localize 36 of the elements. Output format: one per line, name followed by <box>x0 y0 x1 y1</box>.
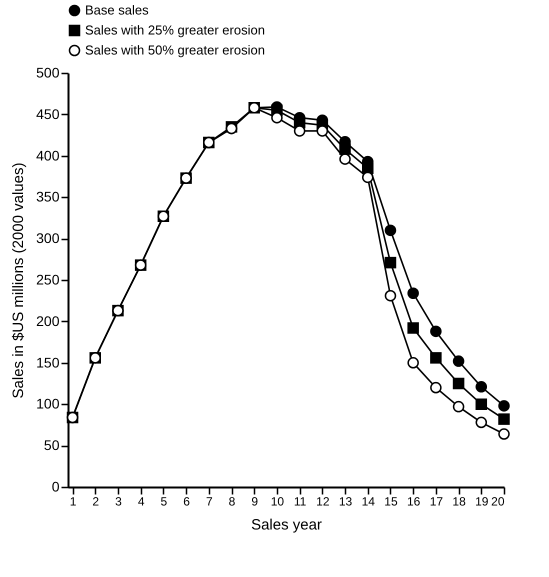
y-tick-label: 400 <box>36 147 60 164</box>
y-tick-label: 50 <box>44 437 60 454</box>
x-tick-label: 14 <box>362 494 376 508</box>
x-tick-label: 16 <box>406 494 421 508</box>
y-tick-label: 100 <box>36 396 60 412</box>
x-tick-label: 13 <box>338 494 353 508</box>
y-tick-label: 0 <box>52 478 60 494</box>
y-tick-label: 350 <box>36 188 60 205</box>
x-axis-title: Sales year <box>251 516 322 534</box>
y-tick-label: 450 <box>36 106 60 122</box>
y-tick-label: 150 <box>36 354 60 370</box>
x-tick-label: 17 <box>430 494 444 508</box>
x-tick-label: 15 <box>384 494 398 508</box>
x-tick-label: 20 <box>491 494 505 508</box>
x-tick-label: 11 <box>294 494 307 508</box>
x-tick-label: 9 <box>251 494 258 508</box>
x-tick-label: 12 <box>316 494 330 508</box>
y-axis-title: Sales in $US millions (2000 values) <box>10 162 28 398</box>
legend-label: Base sales <box>85 2 150 18</box>
x-tick-label: 3 <box>115 494 122 508</box>
y-tick-label: 250 <box>36 272 60 288</box>
x-tick-label: 5 <box>160 494 168 508</box>
x-tick-label: 7 <box>206 494 213 508</box>
x-tick-label: 4 <box>138 494 145 508</box>
y-tick-label: 500 <box>36 64 60 80</box>
legend-label: Sales with 25% greater erosion <box>85 22 265 38</box>
x-tick-label: 1 <box>70 494 77 508</box>
y-tick-label: 200 <box>36 312 60 329</box>
y-tick-label: 300 <box>36 230 60 246</box>
x-tick-label: 8 <box>228 494 236 508</box>
x-tick-label: 10 <box>270 494 284 508</box>
x-tick-label: 18 <box>452 494 466 508</box>
x-tick-label: 6 <box>183 494 190 508</box>
x-tick-label: 2 <box>92 494 100 508</box>
x-tick-label: 19 <box>475 494 489 508</box>
legend-label: Sales with 50% greater erosion <box>85 42 265 58</box>
